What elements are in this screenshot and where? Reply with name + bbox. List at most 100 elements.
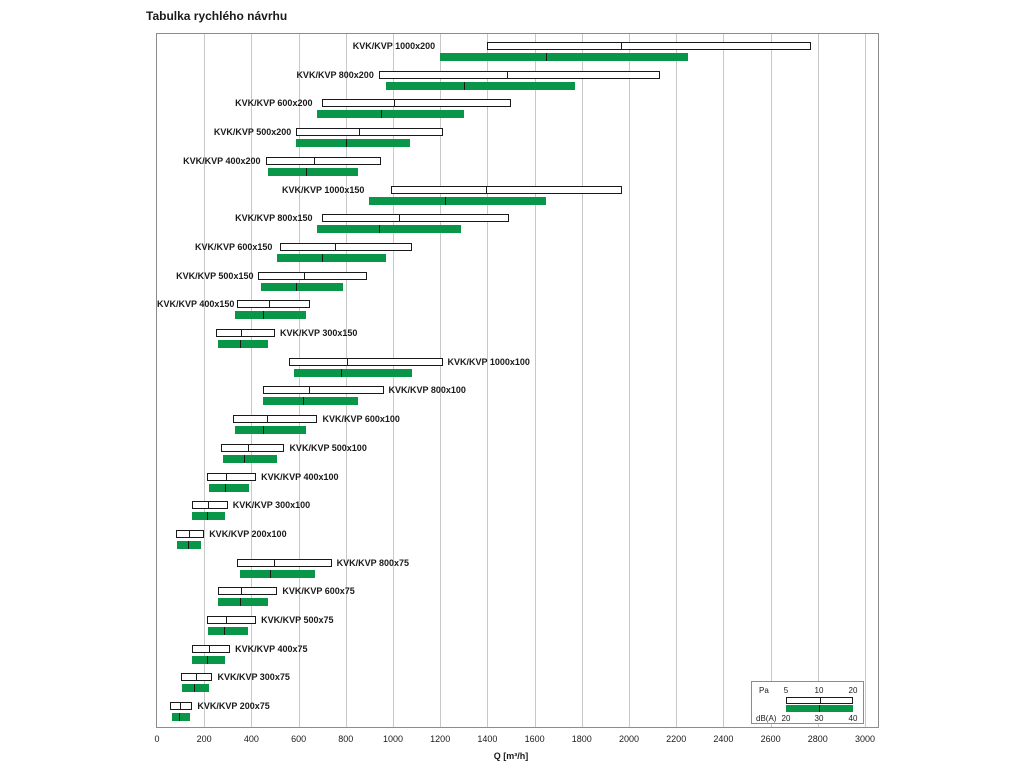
x-axis-tick-label: 2400 (713, 734, 734, 744)
db-mid-tick (303, 397, 305, 406)
row-label: KVK/KVP 500x75 (261, 615, 334, 625)
row-label: KVK/KVP 300x150 (280, 328, 358, 338)
pa-mid-tick (334, 243, 336, 250)
x-axis-tick-label: 1600 (524, 734, 545, 744)
legend-pa-bar-tick (820, 698, 821, 703)
pa-bar (237, 558, 332, 567)
gridline (534, 34, 536, 727)
db-bar (181, 684, 209, 693)
db-mid-tick (322, 253, 324, 262)
gridline (629, 34, 630, 727)
row-label: KVK/KVP 300x75 (217, 672, 290, 683)
pa-bar (390, 185, 622, 194)
pa-bar (237, 300, 311, 309)
row-label: KVK/KVP 800x75 (336, 557, 410, 568)
pa-mid-tick (346, 358, 348, 365)
x-axis-tick-label: 800 (338, 734, 354, 744)
x-axis-tick-label: 400 (243, 734, 259, 744)
pa-bar (192, 501, 228, 510)
pa-mid-tick (188, 530, 190, 537)
db-mid-tick (296, 282, 298, 291)
x-axis-ticks: 0 200 400 600 800 1000 1200 1400 1600 1800 2000 220… (154, 734, 875, 746)
row-label: KVK/KVP 1000x100 (447, 356, 530, 367)
legend-pa-label: Pa (759, 686, 769, 695)
x-axis-tick-label: 0 (154, 734, 160, 744)
gridline (865, 34, 866, 727)
row-label: KVK/KVP 600x100 (322, 414, 400, 425)
db-mid-tick (378, 225, 380, 234)
db-bar (317, 225, 462, 234)
db-bar (260, 282, 344, 291)
legend-pa-mid: 10 (814, 686, 824, 695)
db-bar (208, 483, 250, 492)
db-mid-tick (305, 167, 307, 176)
db-mid-tick (444, 196, 446, 205)
x-axis-tick-label: 2200 (666, 734, 687, 744)
db-bar (267, 167, 358, 176)
plot-area: KVK/KVP 1000x200 KVK/KVP 800x200 KVK/KVP 6… (157, 34, 866, 727)
row-label: KVK/KVP 600x150 (194, 241, 273, 252)
db-bar (296, 139, 410, 148)
gridline (676, 34, 678, 727)
db-bar (369, 196, 547, 205)
pa-mid-tick (398, 215, 400, 222)
pa-mid-tick (393, 100, 395, 107)
db-mid-tick (225, 483, 227, 492)
gridline (817, 34, 819, 727)
pa-bar (216, 329, 275, 337)
row-label: KVK/KVP 500x200 (213, 127, 292, 138)
pa-mid-tick (309, 387, 311, 394)
pa-mid-tick (207, 502, 209, 509)
db-bar (293, 368, 412, 377)
pa-mid-tick (247, 444, 249, 451)
x-axis-tick-label: 2000 (618, 734, 640, 744)
pa-mid-tick (268, 301, 270, 308)
pa-bar (322, 214, 509, 223)
x-axis-tick-label: 1800 (571, 734, 592, 744)
pa-mid-tick (240, 588, 242, 595)
legend-db-bar-tick (819, 705, 820, 712)
pa-mid-tick (313, 157, 315, 164)
db-bar (385, 81, 575, 90)
gridline (298, 34, 300, 727)
row-label: KVK/KVP 300x100 (232, 500, 311, 511)
db-mid-tick (244, 454, 246, 463)
legend-db-label: dB(A) (756, 714, 777, 723)
page-title: Tabulka rychlého návrhu (146, 9, 288, 23)
db-mid-tick (345, 139, 347, 148)
pa-bar (378, 70, 660, 79)
legend-pa-max: 20 (848, 686, 858, 695)
db-bar (177, 540, 201, 549)
pa-bar (206, 616, 257, 624)
pa-bar (218, 587, 278, 596)
db-bar (440, 53, 688, 61)
db-mid-tick (263, 426, 265, 435)
pa-mid-tick (507, 71, 509, 78)
pa-mid-tick (208, 645, 210, 652)
pa-bar (296, 128, 443, 137)
gridline (770, 34, 772, 727)
db-bar (218, 598, 268, 607)
db-mid-tick (546, 53, 548, 61)
db-mid-tick (239, 598, 241, 607)
row-label: KVK/KVP 1000x200 (352, 41, 436, 51)
pa-mid-tick (273, 559, 275, 566)
gridline (393, 34, 394, 727)
gridline (251, 34, 253, 727)
x-axis-tick-label: 2600 (760, 734, 781, 744)
pa-mid-tick (620, 43, 622, 49)
row-label: KVK/KVP 400x100 (261, 471, 339, 482)
chart-area: KVK/KVP 1000x200 KVK/KVP 800x200 KVK/KVP 6… (156, 33, 879, 728)
db-mid-tick (463, 81, 465, 90)
row-label: KVK/KVP 200x100 (209, 528, 287, 539)
pa-bar (175, 529, 205, 538)
db-mid-tick (270, 569, 272, 578)
db-mid-tick (341, 368, 343, 377)
pa-bar (169, 702, 193, 711)
row-label: KVK/KVP 400x75 (235, 643, 308, 654)
db-mid-tick (206, 512, 208, 521)
gridline (723, 34, 725, 727)
row-label: KVK/KVP 800x100 (388, 385, 466, 396)
pa-bar (206, 472, 257, 481)
pa-bar (279, 242, 412, 251)
